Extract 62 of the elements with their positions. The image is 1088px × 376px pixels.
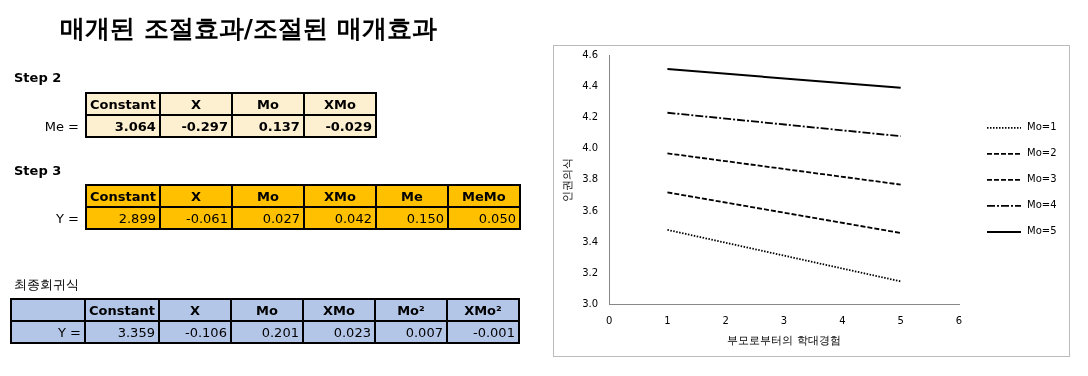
text: -0.061	[159, 207, 232, 229]
text: Mo	[231, 93, 304, 115]
y-tick-label: 3.4	[582, 235, 599, 247]
x-tick-label: 0	[605, 315, 613, 327]
text: 매개된 조절효과/조절된 매개효과	[60, 13, 437, 45]
text: 0.050	[447, 207, 520, 229]
text: Y =	[11, 321, 85, 343]
text: Me =	[43, 117, 80, 136]
text: X	[159, 185, 232, 207]
text: 2.899	[86, 207, 160, 229]
text: 0.201	[230, 321, 303, 343]
y-tick-label: 3.0	[582, 298, 599, 310]
text: X	[159, 93, 232, 115]
text: 0.027	[231, 207, 304, 229]
text: 0.137	[231, 115, 304, 137]
text: XMo	[303, 93, 376, 115]
text: 0.023	[302, 321, 375, 343]
text: 0.150	[375, 207, 448, 229]
text: XMo	[303, 185, 376, 207]
x-tick-label: 4	[839, 315, 846, 327]
text: Mo	[231, 185, 304, 207]
text: X	[158, 299, 231, 321]
text: MeMo	[447, 185, 520, 207]
x-tick-label: 1	[664, 315, 671, 327]
text: 3.359	[85, 321, 159, 343]
text: Mo²	[374, 299, 447, 321]
text: XMo	[302, 299, 375, 321]
text: Me	[375, 185, 448, 207]
x-tick-label: 5	[897, 315, 904, 327]
y-tick-label: 4.0	[582, 142, 599, 154]
text: Step 2	[14, 70, 62, 85]
y-tick-label: 4.6	[582, 48, 599, 60]
text: Constant	[86, 93, 160, 115]
text: Constant	[86, 185, 160, 207]
y-tick-label: 4.4	[582, 79, 599, 91]
x-tick-label: 2	[722, 315, 729, 327]
text: XMo²	[446, 299, 519, 321]
legend-label: Mo=1	[1027, 121, 1057, 133]
legend-label: Mo=4	[1027, 199, 1057, 211]
text: 3.064	[86, 115, 160, 137]
x-axis-title: 부모로부터의 학대경험	[727, 334, 841, 348]
text: 0.007	[374, 321, 447, 343]
y-axis-title: 인권의식	[561, 157, 575, 202]
text: -0.297	[159, 115, 232, 137]
x-tick-label: 6	[955, 315, 963, 327]
text: Y =	[55, 209, 80, 228]
y-tick-label: 3.8	[582, 173, 599, 185]
text: Step 3	[14, 163, 62, 178]
text: Constant	[85, 299, 159, 321]
text: -0.001	[446, 321, 519, 343]
legend-label: Mo=3	[1027, 173, 1057, 185]
text: 0.042	[303, 207, 376, 229]
text: -0.106	[158, 321, 231, 343]
y-tick-label: 3.6	[582, 204, 599, 216]
legend-label: Mo=5	[1027, 225, 1057, 237]
text: 최종회귀식	[14, 276, 79, 294]
x-tick-label: 3	[780, 315, 788, 327]
text: -0.029	[303, 115, 376, 137]
y-tick-label: 3.2	[582, 267, 599, 279]
text: Mo	[230, 299, 303, 321]
y-tick-label: 4.2	[582, 111, 599, 123]
legend-label: Mo=2	[1027, 147, 1057, 159]
